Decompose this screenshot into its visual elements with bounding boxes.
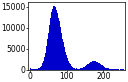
Bar: [71, 66, 72, 70]
Bar: [72, 67, 73, 70]
Bar: [51, 12, 52, 70]
Bar: [94, 61, 95, 70]
Bar: [100, 64, 101, 70]
Bar: [46, 46, 47, 70]
Bar: [33, 69, 34, 70]
Bar: [108, 68, 109, 70]
Bar: [82, 68, 83, 70]
Bar: [109, 69, 110, 70]
Bar: [92, 61, 93, 70]
Bar: [58, 18, 59, 70]
Bar: [76, 68, 77, 70]
Bar: [53, 6, 54, 70]
Bar: [77, 69, 78, 70]
Bar: [68, 61, 69, 70]
Bar: [36, 69, 37, 70]
Bar: [122, 69, 123, 70]
Bar: [91, 62, 92, 70]
Bar: [118, 69, 119, 70]
Bar: [123, 69, 124, 70]
Bar: [44, 58, 45, 70]
Bar: [54, 6, 55, 70]
Bar: [79, 69, 80, 70]
Bar: [47, 39, 48, 70]
Bar: [84, 67, 85, 70]
Bar: [37, 68, 38, 70]
Bar: [49, 25, 50, 70]
Bar: [62, 39, 63, 70]
Bar: [32, 69, 33, 70]
Bar: [117, 69, 118, 70]
Bar: [81, 68, 82, 70]
Bar: [55, 7, 56, 70]
Bar: [116, 69, 117, 70]
Bar: [42, 63, 43, 70]
Bar: [106, 68, 107, 70]
Bar: [107, 68, 108, 70]
Bar: [56, 10, 57, 70]
Bar: [65, 52, 66, 70]
Bar: [93, 61, 94, 70]
Bar: [64, 47, 65, 70]
Bar: [50, 18, 51, 70]
Bar: [63, 42, 64, 70]
Bar: [43, 61, 44, 70]
Bar: [98, 63, 99, 70]
Bar: [45, 53, 46, 70]
Bar: [34, 69, 35, 70]
Bar: [104, 67, 105, 70]
Bar: [38, 68, 39, 70]
Bar: [113, 69, 114, 70]
Bar: [40, 67, 41, 70]
Bar: [52, 9, 53, 70]
Bar: [70, 64, 71, 70]
Bar: [85, 66, 86, 70]
Bar: [89, 63, 90, 70]
Bar: [48, 33, 49, 70]
Bar: [83, 67, 84, 70]
Bar: [67, 58, 68, 70]
Bar: [39, 68, 40, 70]
Bar: [60, 27, 61, 70]
Bar: [99, 63, 100, 70]
Bar: [97, 62, 98, 70]
Bar: [74, 68, 75, 70]
Bar: [78, 69, 79, 70]
Bar: [111, 69, 112, 70]
Bar: [31, 69, 32, 70]
Bar: [102, 65, 103, 70]
Bar: [105, 68, 106, 70]
Bar: [59, 21, 60, 70]
Bar: [88, 64, 89, 70]
Bar: [114, 69, 115, 70]
Bar: [35, 69, 36, 70]
Bar: [96, 62, 97, 70]
Bar: [112, 69, 113, 70]
Bar: [73, 68, 74, 70]
Bar: [30, 68, 31, 70]
Bar: [57, 13, 58, 70]
Bar: [121, 69, 122, 70]
Bar: [110, 69, 111, 70]
Bar: [95, 61, 96, 70]
Bar: [103, 66, 104, 70]
Bar: [90, 62, 91, 70]
Bar: [115, 69, 116, 70]
Bar: [120, 69, 121, 70]
Bar: [75, 69, 76, 70]
Bar: [80, 68, 81, 70]
Bar: [87, 64, 88, 70]
Bar: [86, 65, 87, 70]
Bar: [66, 55, 67, 70]
Bar: [61, 33, 62, 70]
Bar: [69, 62, 70, 70]
Bar: [101, 65, 102, 70]
Bar: [41, 66, 42, 70]
